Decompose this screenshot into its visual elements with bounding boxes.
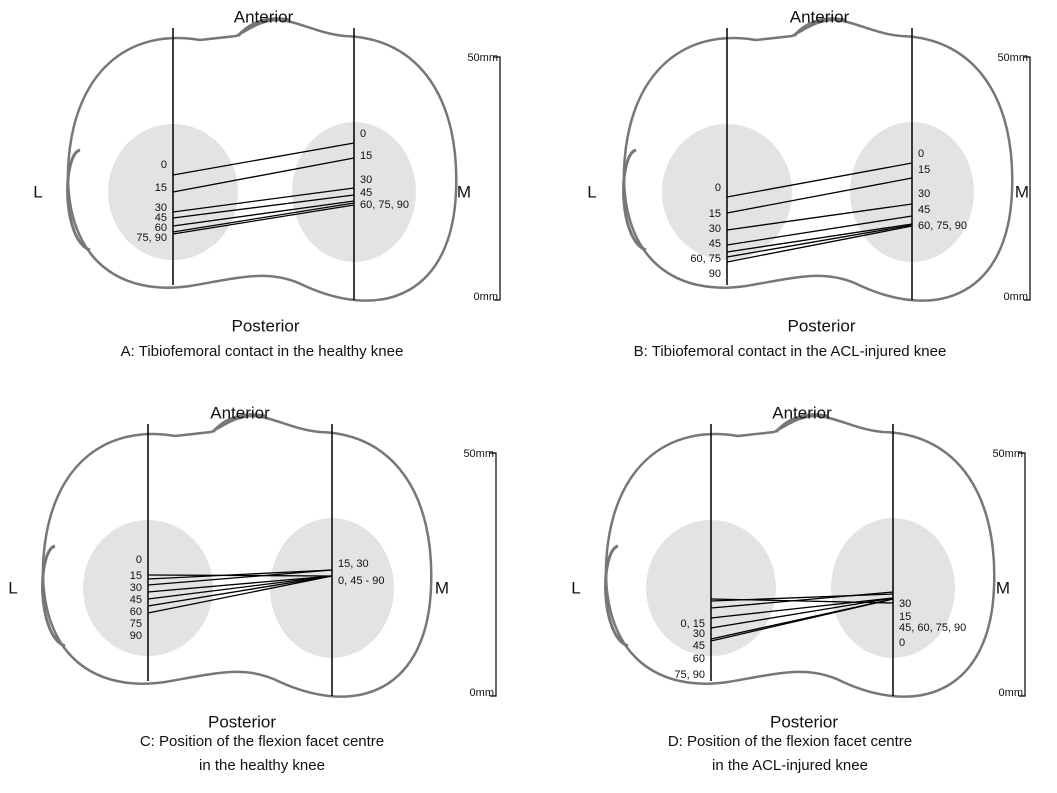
posterior-label: Posterior bbox=[231, 316, 299, 335]
lateral-angle-label: 75, 90 bbox=[674, 669, 705, 681]
medial-angle-label: 0 bbox=[918, 148, 924, 160]
posterior-label: Posterior bbox=[770, 712, 838, 731]
caption: in the ACL-injured knee bbox=[712, 757, 868, 774]
lateral-side: L bbox=[571, 578, 580, 597]
lateral-angle-label: 0 bbox=[715, 182, 721, 194]
scale-bar bbox=[494, 57, 500, 300]
lateral-angle-label: 75 bbox=[130, 618, 142, 630]
scale-bottom: 0mm bbox=[470, 687, 494, 699]
lateral-angle-label: 60, 75 bbox=[690, 253, 721, 265]
caption: C: Position of the flexion facet centre bbox=[140, 733, 384, 750]
lateral-angle-label: 90 bbox=[709, 268, 721, 280]
lateral-angle-label: 45 bbox=[709, 238, 721, 250]
posterior-label: Posterior bbox=[208, 712, 276, 731]
figure: AnteriorPosteriorLM50mm0mm01530456075, 9… bbox=[0, 0, 1057, 793]
lateral-angle-label: 30 bbox=[709, 223, 721, 235]
scale-top: 50mm bbox=[463, 448, 494, 460]
medial-angle-label: 45 bbox=[360, 187, 372, 199]
panel: Anterior Posterior L M 50mm 0mm 0 15 30 45 60, 75 9… bbox=[587, 7, 1030, 359]
lateral-angle-label: 45 bbox=[693, 640, 705, 652]
lateral-angle-label: 15 bbox=[130, 570, 142, 582]
lateral-angle-label: 0 bbox=[161, 159, 167, 171]
scale-top: 50mm bbox=[997, 52, 1028, 64]
scale-bottom: 0mm bbox=[999, 687, 1023, 699]
medial-angle-label: 15 bbox=[918, 164, 930, 176]
lateral-angle-label: 60 bbox=[130, 606, 142, 618]
medial-angle-label: 45 bbox=[918, 204, 930, 216]
caption: D: Position of the flexion facet centre bbox=[668, 733, 912, 750]
caption: B: Tibiofemoral contact in the ACL-injur… bbox=[634, 343, 947, 360]
scale-bar bbox=[490, 453, 496, 696]
anterior-label: Anterior bbox=[772, 403, 832, 422]
lateral-angle-label: 75, 90 bbox=[136, 232, 167, 244]
lateral-side: L bbox=[587, 182, 596, 201]
anterior-label: Anterior bbox=[790, 7, 850, 26]
medial-side: M bbox=[1015, 182, 1029, 201]
lateral-angle-label: 15 bbox=[155, 182, 167, 194]
scale-bottom: 0mm bbox=[1004, 291, 1028, 303]
scale-bar bbox=[1019, 453, 1025, 696]
medial-side: M bbox=[457, 182, 471, 201]
medial-angle-label: 30 bbox=[918, 188, 930, 200]
medial-angle-label: 15 bbox=[360, 150, 372, 162]
medial-angle-label: 0 bbox=[899, 637, 905, 649]
scale-top: 50mm bbox=[467, 52, 498, 64]
lateral-side: L bbox=[33, 182, 42, 201]
scale-bottom: 0mm bbox=[474, 291, 498, 303]
lateral-angle-label: 30 bbox=[693, 628, 705, 640]
lateral-angle-label: 30 bbox=[130, 582, 142, 594]
posterior-label: Posterior bbox=[787, 316, 855, 335]
medial-angle-label: 45, 60, 75, 90 bbox=[899, 622, 966, 634]
anterior-label: Anterior bbox=[210, 403, 270, 422]
lateral-angle-label: 0 bbox=[136, 554, 142, 566]
medial-angle-label: 30 bbox=[899, 598, 911, 610]
medial-angle-label: 60, 75, 90 bbox=[360, 199, 409, 211]
medial-angle-label: 0, 45 - 90 bbox=[338, 575, 384, 587]
scale-top: 50mm bbox=[992, 448, 1023, 460]
medial-side: M bbox=[996, 578, 1010, 597]
lateral-angle-label: 45 bbox=[130, 594, 142, 606]
scale-bar bbox=[1024, 57, 1030, 300]
lateral-angle-label: 15 bbox=[709, 208, 721, 220]
medial-angle-label: 0 bbox=[360, 128, 366, 140]
lateral-angle-label: 90 bbox=[130, 630, 142, 642]
medial-side: M bbox=[435, 578, 449, 597]
caption: A: Tibiofemoral contact in the healthy k… bbox=[121, 343, 404, 360]
lateral-angle-label: 60 bbox=[693, 653, 705, 665]
medial-angle-label: 30 bbox=[360, 174, 372, 186]
medial-angle-label: 60, 75, 90 bbox=[918, 220, 967, 232]
anterior-label: Anterior bbox=[234, 7, 294, 26]
caption: in the healthy knee bbox=[199, 757, 325, 774]
medial-angle-label: 15, 30 bbox=[338, 558, 369, 570]
lateral-side: L bbox=[8, 578, 17, 597]
